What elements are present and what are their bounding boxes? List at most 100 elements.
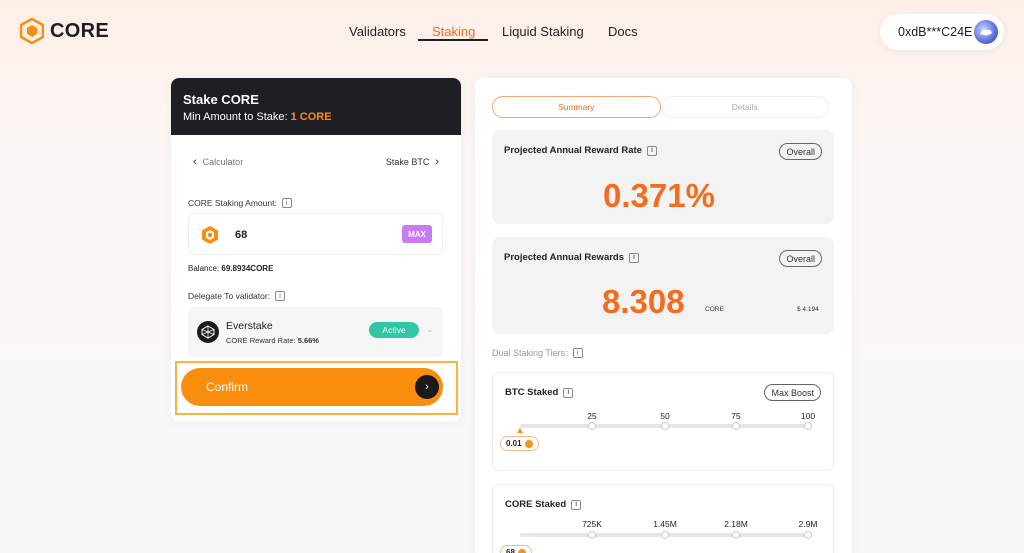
stake-btc-label: Stake BTC	[385, 157, 430, 167]
tick-label: 1.45M	[653, 519, 677, 529]
delegate-label-row: Delegate To validator: i	[188, 291, 286, 301]
info-icon[interactable]: i	[281, 198, 292, 208]
overall-button[interactable]: Overall	[779, 143, 822, 160]
tick-marker	[804, 531, 812, 539]
validator-rate-line: CORE Reward Rate: 5.66%	[226, 336, 319, 345]
validator-rate-label: CORE Reward Rate:	[226, 336, 296, 345]
core-hexagon-icon	[20, 18, 44, 44]
tab-summary[interactable]: Summary	[492, 96, 661, 118]
nav-validators[interactable]: Validators	[349, 24, 406, 39]
calculator-link[interactable]: ‹ Calculator	[193, 156, 243, 168]
min-amount-line: Min Amount to Stake: 1 CORE	[183, 111, 449, 123]
reward-rate-value: 0.371%	[603, 177, 715, 214]
tick-marker	[732, 422, 740, 430]
btc-coin-icon	[524, 439, 533, 448]
core-current-value: 68	[506, 548, 515, 553]
tick-label: 2.18M	[724, 519, 748, 529]
nav-liquid-staking[interactable]: Liquid Staking	[502, 24, 584, 39]
annual-rewards-title-row: Projected Annual Rewards i	[504, 252, 640, 263]
btc-tier-title-row: BTC Staked i	[505, 387, 574, 398]
everstake-logo-icon	[197, 321, 219, 343]
min-amount-value: 1 CORE	[290, 111, 332, 123]
info-icon[interactable]: i	[563, 387, 574, 398]
stake-card: Stake CORE Min Amount to Stake: 1 CORE ‹…	[171, 78, 461, 422]
btc-current-badge: 0.01	[500, 436, 539, 451]
wallet-button[interactable]: 0xdB***C24E	[880, 14, 1004, 50]
info-icon[interactable]: i	[629, 252, 640, 263]
info-icon[interactable]: i	[572, 348, 583, 358]
tick-label: 725K	[582, 519, 602, 529]
tick-marker	[732, 531, 740, 539]
tab-details[interactable]: Details	[660, 96, 829, 118]
confirm-button[interactable]: Confirm ›	[181, 368, 443, 406]
arrow-right-icon: ›	[415, 375, 439, 399]
tick-marker	[661, 531, 669, 539]
btc-current-value: 0.01	[506, 439, 522, 448]
info-icon[interactable]: i	[275, 291, 286, 301]
amount-value: 68	[235, 229, 248, 241]
amount-input[interactable]: 68 MAX	[188, 213, 443, 255]
validator-select[interactable]: Everstake CORE Reward Rate: 5.66% Active…	[188, 307, 443, 357]
stake-btc-link[interactable]: Stake BTC ›	[386, 156, 439, 168]
annual-rewards-unit: CORE	[705, 306, 724, 313]
amount-label-row: CORE Staking Amount: i	[188, 198, 292, 208]
nav-docs[interactable]: Docs	[608, 24, 638, 39]
core-logo[interactable]: CORE	[20, 18, 109, 44]
reward-rate-title: Projected Annual Reward Rate	[504, 145, 642, 156]
core-current-badge: 68	[500, 545, 532, 553]
calculator-label: Calculator	[202, 157, 244, 167]
wallet-avatar-icon	[974, 20, 998, 44]
nav-staking[interactable]: Staking	[432, 24, 476, 39]
status-badge: Active	[369, 322, 419, 338]
nav-active-underline	[418, 39, 488, 41]
delegate-label: Delegate To validator:	[188, 291, 271, 301]
overall-button[interactable]: Overall	[779, 250, 822, 267]
tick-marker	[588, 531, 596, 539]
max-boost-button[interactable]: Max Boost	[764, 384, 821, 401]
annual-rewards-panel: Projected Annual Rewards i Overall 8.308…	[492, 237, 834, 334]
btc-tier-title: BTC Staked	[505, 387, 559, 398]
tick-label: 25	[587, 411, 597, 421]
tick-marker	[804, 422, 812, 430]
core-tier-title: CORE Staked	[505, 499, 567, 510]
info-icon[interactable]: i	[646, 145, 657, 156]
core-tier-box: CORE Staked i 725K 1.45M 2.18M 2.9M 68	[492, 484, 834, 553]
chevron-left-icon: ‹	[193, 156, 197, 168]
current-pointer-icon	[517, 428, 523, 433]
reward-rate-panel: Projected Annual Reward Rate i Overall 0…	[492, 130, 834, 224]
core-tier-title-row: CORE Staked i	[505, 499, 582, 510]
calc-nav-row: ‹ Calculator Stake BTC ›	[193, 156, 439, 168]
annual-rewards-usd: $ 4.194	[797, 306, 819, 313]
stake-title: Stake CORE	[183, 92, 259, 107]
core-token-icon	[202, 226, 218, 244]
tick-marker	[661, 422, 669, 430]
balance-value: 69.8934CORE	[221, 264, 274, 273]
wallet-address: 0xdB***C24E	[898, 25, 973, 39]
tick-label: 50	[660, 411, 670, 421]
tiers-label-row: Dual Staking Tiers: i	[492, 348, 583, 358]
chevron-down-icon: ⌄	[426, 324, 434, 334]
balance-line: Balance: 69.8934CORE	[188, 264, 273, 273]
btc-tier-box: BTC Staked i Max Boost 25 50 75 100 0.01	[492, 372, 834, 471]
min-amount-label: Min Amount to Stake:	[183, 111, 288, 123]
info-icon[interactable]: i	[571, 499, 582, 510]
confirm-highlight	[175, 361, 458, 415]
reward-rate-title-row: Projected Annual Reward Rate i	[504, 145, 657, 156]
tick-marker	[588, 422, 596, 430]
stake-card-header: Stake CORE Min Amount to Stake: 1 CORE	[171, 78, 461, 135]
summary-tabs: Summary Details	[492, 96, 829, 118]
logo-text: CORE	[50, 19, 109, 42]
amount-label: CORE Staking Amount:	[188, 198, 277, 208]
validator-name: Everstake	[226, 320, 273, 332]
tick-label: 2.9M	[798, 519, 818, 529]
tick-label: 100	[800, 411, 816, 421]
top-header: CORE Validators Staking Liquid Staking D…	[0, 0, 1024, 64]
max-button[interactable]: MAX	[402, 225, 432, 243]
chevron-right-icon: ›	[435, 156, 439, 168]
confirm-label: Confirm	[206, 380, 249, 394]
core-coin-icon	[517, 548, 526, 553]
balance-label: Balance:	[188, 264, 220, 273]
summary-card: Summary Details Projected Annual Reward …	[475, 78, 852, 553]
validator-rate-value: 5.66%	[297, 336, 319, 345]
annual-rewards-title: Projected Annual Rewards	[504, 252, 625, 263]
